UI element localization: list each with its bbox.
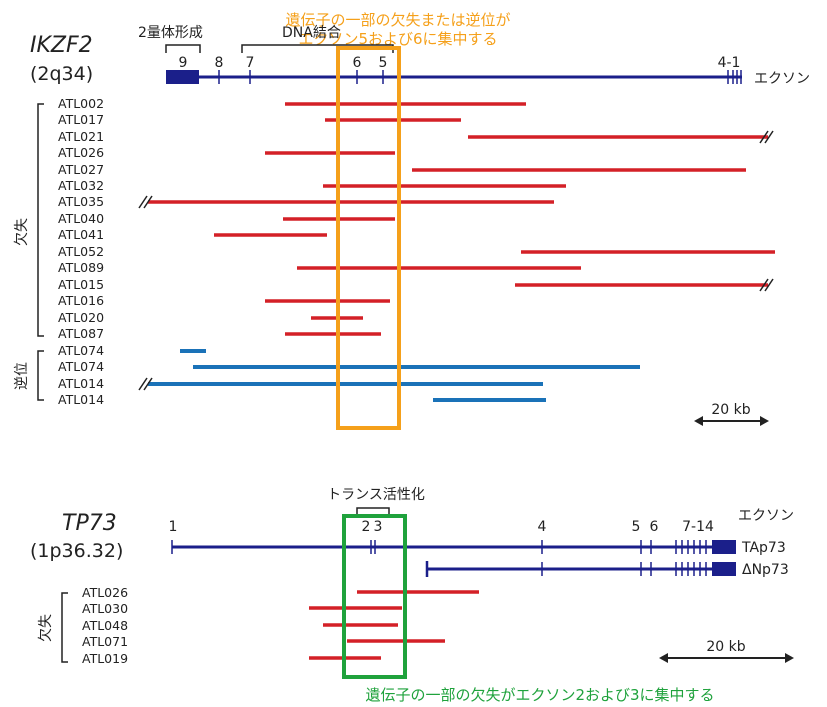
tp73-deletion-bracket — [61, 592, 68, 663]
tp73-exon-7-14: 7-14 — [682, 519, 714, 535]
sample-label: ATL035 — [58, 194, 104, 209]
tp73-scale-label: 20 kb — [706, 639, 745, 655]
tp73-exon-4: 4 — [538, 519, 547, 535]
tp73-panel: TP73 (1p36.32) トランス活性化 1 2 3 4 5 6 7-14 … — [30, 487, 794, 704]
tp73-tap73-3prime-block — [712, 540, 736, 554]
sample-label: ATL048 — [82, 618, 128, 633]
ikzf2-exon-7: 7 — [246, 55, 255, 71]
ikzf2-deletion-bars — [148, 102, 775, 336]
tp73-deletion-group-label: 欠失 — [38, 614, 54, 642]
tp73-dnp73-exon-ticks — [425, 561, 707, 577]
ikzf2-exon-5: 5 — [379, 55, 388, 71]
ikzf2-gene-name: IKZF2 — [30, 33, 93, 58]
ikzf2-scale-bar — [694, 416, 769, 426]
sample-label: ATL074 — [58, 359, 104, 374]
tp73-deletion-bars — [309, 590, 479, 660]
tp73-exon-axis-label: エクソン — [738, 508, 794, 524]
tp73-exon-5: 5 — [632, 519, 641, 535]
ikzf2-break-marks — [138, 130, 774, 391]
sample-label: ATL074 — [58, 343, 104, 358]
tp73-transactivation-bracket — [356, 507, 390, 516]
ikzf2-dimerization-bracket — [165, 44, 201, 53]
ikzf2-inversion-group-label: 逆位 — [14, 362, 30, 390]
ikzf2-annotation-line2: エクソン5および6に集中する — [298, 30, 497, 48]
tp73-dnp73-3prime-block — [712, 562, 736, 576]
tp73-exon-6: 6 — [650, 519, 659, 535]
sample-label: ATL026 — [58, 145, 104, 160]
ikzf2-panel: IKZF2 (2q34) 遺伝子の一部の欠失または逆位が エクソン5および6に集… — [14, 11, 810, 430]
ikzf2-exon5-6-highlight — [336, 46, 401, 430]
sample-label: ATL030 — [82, 601, 128, 616]
sample-label: ATL027 — [58, 162, 104, 177]
tp73-exon-3: 3 — [374, 519, 383, 535]
sample-label: ATL014 — [58, 392, 104, 407]
ikzf2-exon-ticks — [218, 70, 742, 84]
ikzf2-deletion-group-label: 欠失 — [14, 218, 30, 246]
tp73-tap73-exon-ticks — [171, 540, 707, 554]
ikzf2-exon-4-1: 4-1 — [718, 55, 741, 71]
sample-label: ATL041 — [58, 227, 104, 242]
sample-label: ATL026 — [82, 585, 128, 600]
ikzf2-locus: (2q34) — [30, 63, 93, 85]
ikzf2-scale-label: 20 kb — [711, 402, 750, 418]
sample-label: ATL087 — [58, 326, 104, 341]
ikzf2-inversion-bracket — [37, 350, 44, 401]
sample-label: ATL002 — [58, 96, 104, 111]
tp73-scale-bar — [659, 653, 794, 663]
tp73-exon-2: 2 — [362, 519, 371, 535]
tp73-gene-name: TP73 — [62, 511, 117, 536]
ikzf2-deletion-bracket — [37, 103, 44, 337]
sample-label: ATL020 — [58, 310, 104, 325]
ikzf2-dna-binding-label: DNA結合 — [282, 25, 341, 41]
ikzf2-exon-9-block — [166, 70, 199, 84]
tp73-locus: (1p36.32) — [30, 540, 123, 562]
sample-label: ATL071 — [82, 634, 128, 649]
tp73-exon2-3-highlight — [342, 514, 407, 679]
ikzf2-dimerization-label: 2量体形成 — [138, 25, 203, 41]
tp73-transactivation-label: トランス活性化 — [327, 487, 425, 503]
ikzf2-exon-9: 9 — [179, 55, 188, 71]
sample-label: ATL017 — [58, 112, 104, 127]
sample-label: ATL016 — [58, 293, 104, 308]
sample-label: ATL015 — [58, 277, 104, 292]
ikzf2-inversion-bars — [148, 349, 640, 402]
sample-label: ATL089 — [58, 260, 104, 275]
tp73-annotation: 遺伝子の一部の欠失がエクソン2および3に集中する — [365, 686, 714, 704]
sample-label: ATL052 — [58, 244, 104, 259]
ikzf2-exon-axis-label: エクソン — [754, 71, 810, 87]
tp73-exon-1: 1 — [169, 519, 178, 535]
ikzf2-annotation-line1: 遺伝子の一部の欠失または逆位が — [285, 11, 510, 29]
tp73-dnp73-label: ΔNp73 — [742, 562, 789, 578]
sample-label: ATL021 — [58, 129, 104, 144]
sample-label: ATL019 — [82, 651, 128, 666]
sample-label: ATL040 — [58, 211, 104, 226]
ikzf2-exon-6: 6 — [353, 55, 362, 71]
ikzf2-exon-8: 8 — [215, 55, 224, 71]
tp73-tap73-label: TAp73 — [741, 540, 786, 556]
sample-label: ATL014 — [58, 376, 104, 391]
sample-label: ATL032 — [58, 178, 104, 193]
